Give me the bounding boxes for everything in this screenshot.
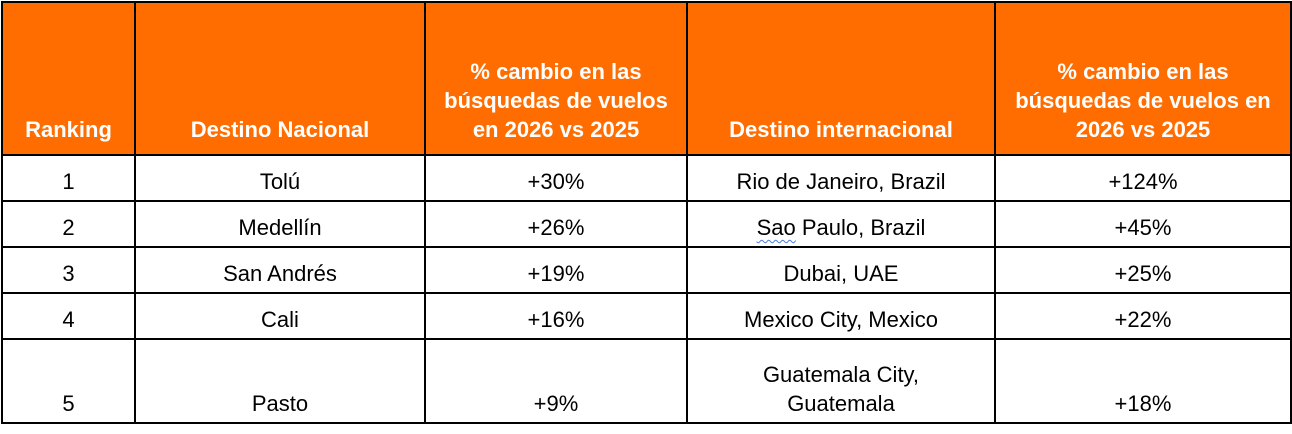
destinations-table: Ranking Destino Nacional % cambio en las…: [1, 1, 1292, 424]
header-national-destination: Destino Nacional: [134, 1, 426, 156]
national-change-cell: +26%: [424, 200, 688, 248]
international-change-cell: +45%: [994, 200, 1292, 248]
national-cell: Cali: [134, 292, 426, 340]
national-change-cell: +30%: [424, 154, 688, 202]
national-cell: Tolú: [134, 154, 426, 202]
national-cell: San Andrés: [134, 246, 426, 294]
international-cell: Mexico City, Mexico: [686, 292, 996, 340]
header-national-change: % cambio en las búsquedas de vuelos en 2…: [424, 1, 688, 156]
national-change-cell: +16%: [424, 292, 688, 340]
international-cell: Rio de Janeiro, Brazil: [686, 154, 996, 202]
national-change-cell: +19%: [424, 246, 688, 294]
international-change-cell: +124%: [994, 154, 1292, 202]
international-change-cell: +25%: [994, 246, 1292, 294]
spellcheck-word: Sao: [756, 215, 796, 240]
rank-cell: 3: [1, 246, 136, 294]
table-row: 1 Tolú +30% Rio de Janeiro, Brazil +124%: [1, 154, 1292, 202]
national-change-cell: +9%: [424, 338, 688, 424]
international-cell: Sao Paulo, Brazil: [686, 200, 996, 248]
rank-cell: 5: [1, 338, 136, 424]
table-row: 4 Cali +16% Mexico City, Mexico +22%: [1, 292, 1292, 340]
header-ranking: Ranking: [1, 1, 136, 156]
rank-cell: 4: [1, 292, 136, 340]
header-international-destination: Destino internacional: [686, 1, 996, 156]
international-text: Paulo, Brazil: [795, 215, 926, 240]
international-cell: Dubai, UAE: [686, 246, 996, 294]
table-row: 2 Medellín +26% Sao Paulo, Brazil +45%: [1, 200, 1292, 248]
table-row: 3 San Andrés +19% Dubai, UAE +25%: [1, 246, 1292, 294]
international-change-cell: +22%: [994, 292, 1292, 340]
rank-cell: 1: [1, 154, 136, 202]
header-row: Ranking Destino Nacional % cambio en las…: [1, 1, 1292, 156]
national-cell: Medellín: [134, 200, 426, 248]
national-cell: Pasto: [134, 338, 426, 424]
rank-cell: 2: [1, 200, 136, 248]
international-cell: Guatemala City, Guatemala: [686, 338, 996, 424]
international-change-cell: +18%: [994, 338, 1292, 424]
header-international-change: % cambio en las búsquedas de vuelos en 2…: [994, 1, 1292, 156]
table-row: 5 Pasto +9% Guatemala City, Guatemala +1…: [1, 338, 1292, 424]
